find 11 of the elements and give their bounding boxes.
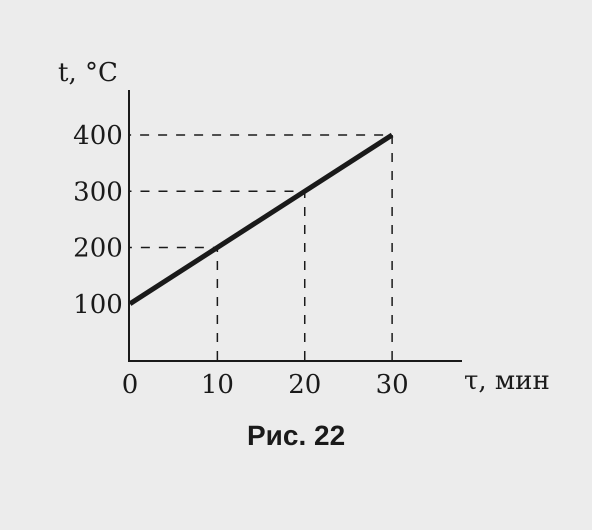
x-tick-label: 20 [288,370,322,400]
x-tick-label: 30 [376,370,409,400]
y-tick-label: 100 [73,290,123,320]
x-axis-title: τ, мин [464,366,550,396]
text: Рис. 22 [247,420,346,451]
x-tick-label: 10 [200,370,234,400]
y-axis-title: t, °C [58,58,118,88]
y-tick-label: 300 [73,177,123,208]
x-tick-label: 0 [122,370,138,400]
y-tick-label: 400 [73,121,123,152]
y-tick-label: 200 [73,234,123,264]
